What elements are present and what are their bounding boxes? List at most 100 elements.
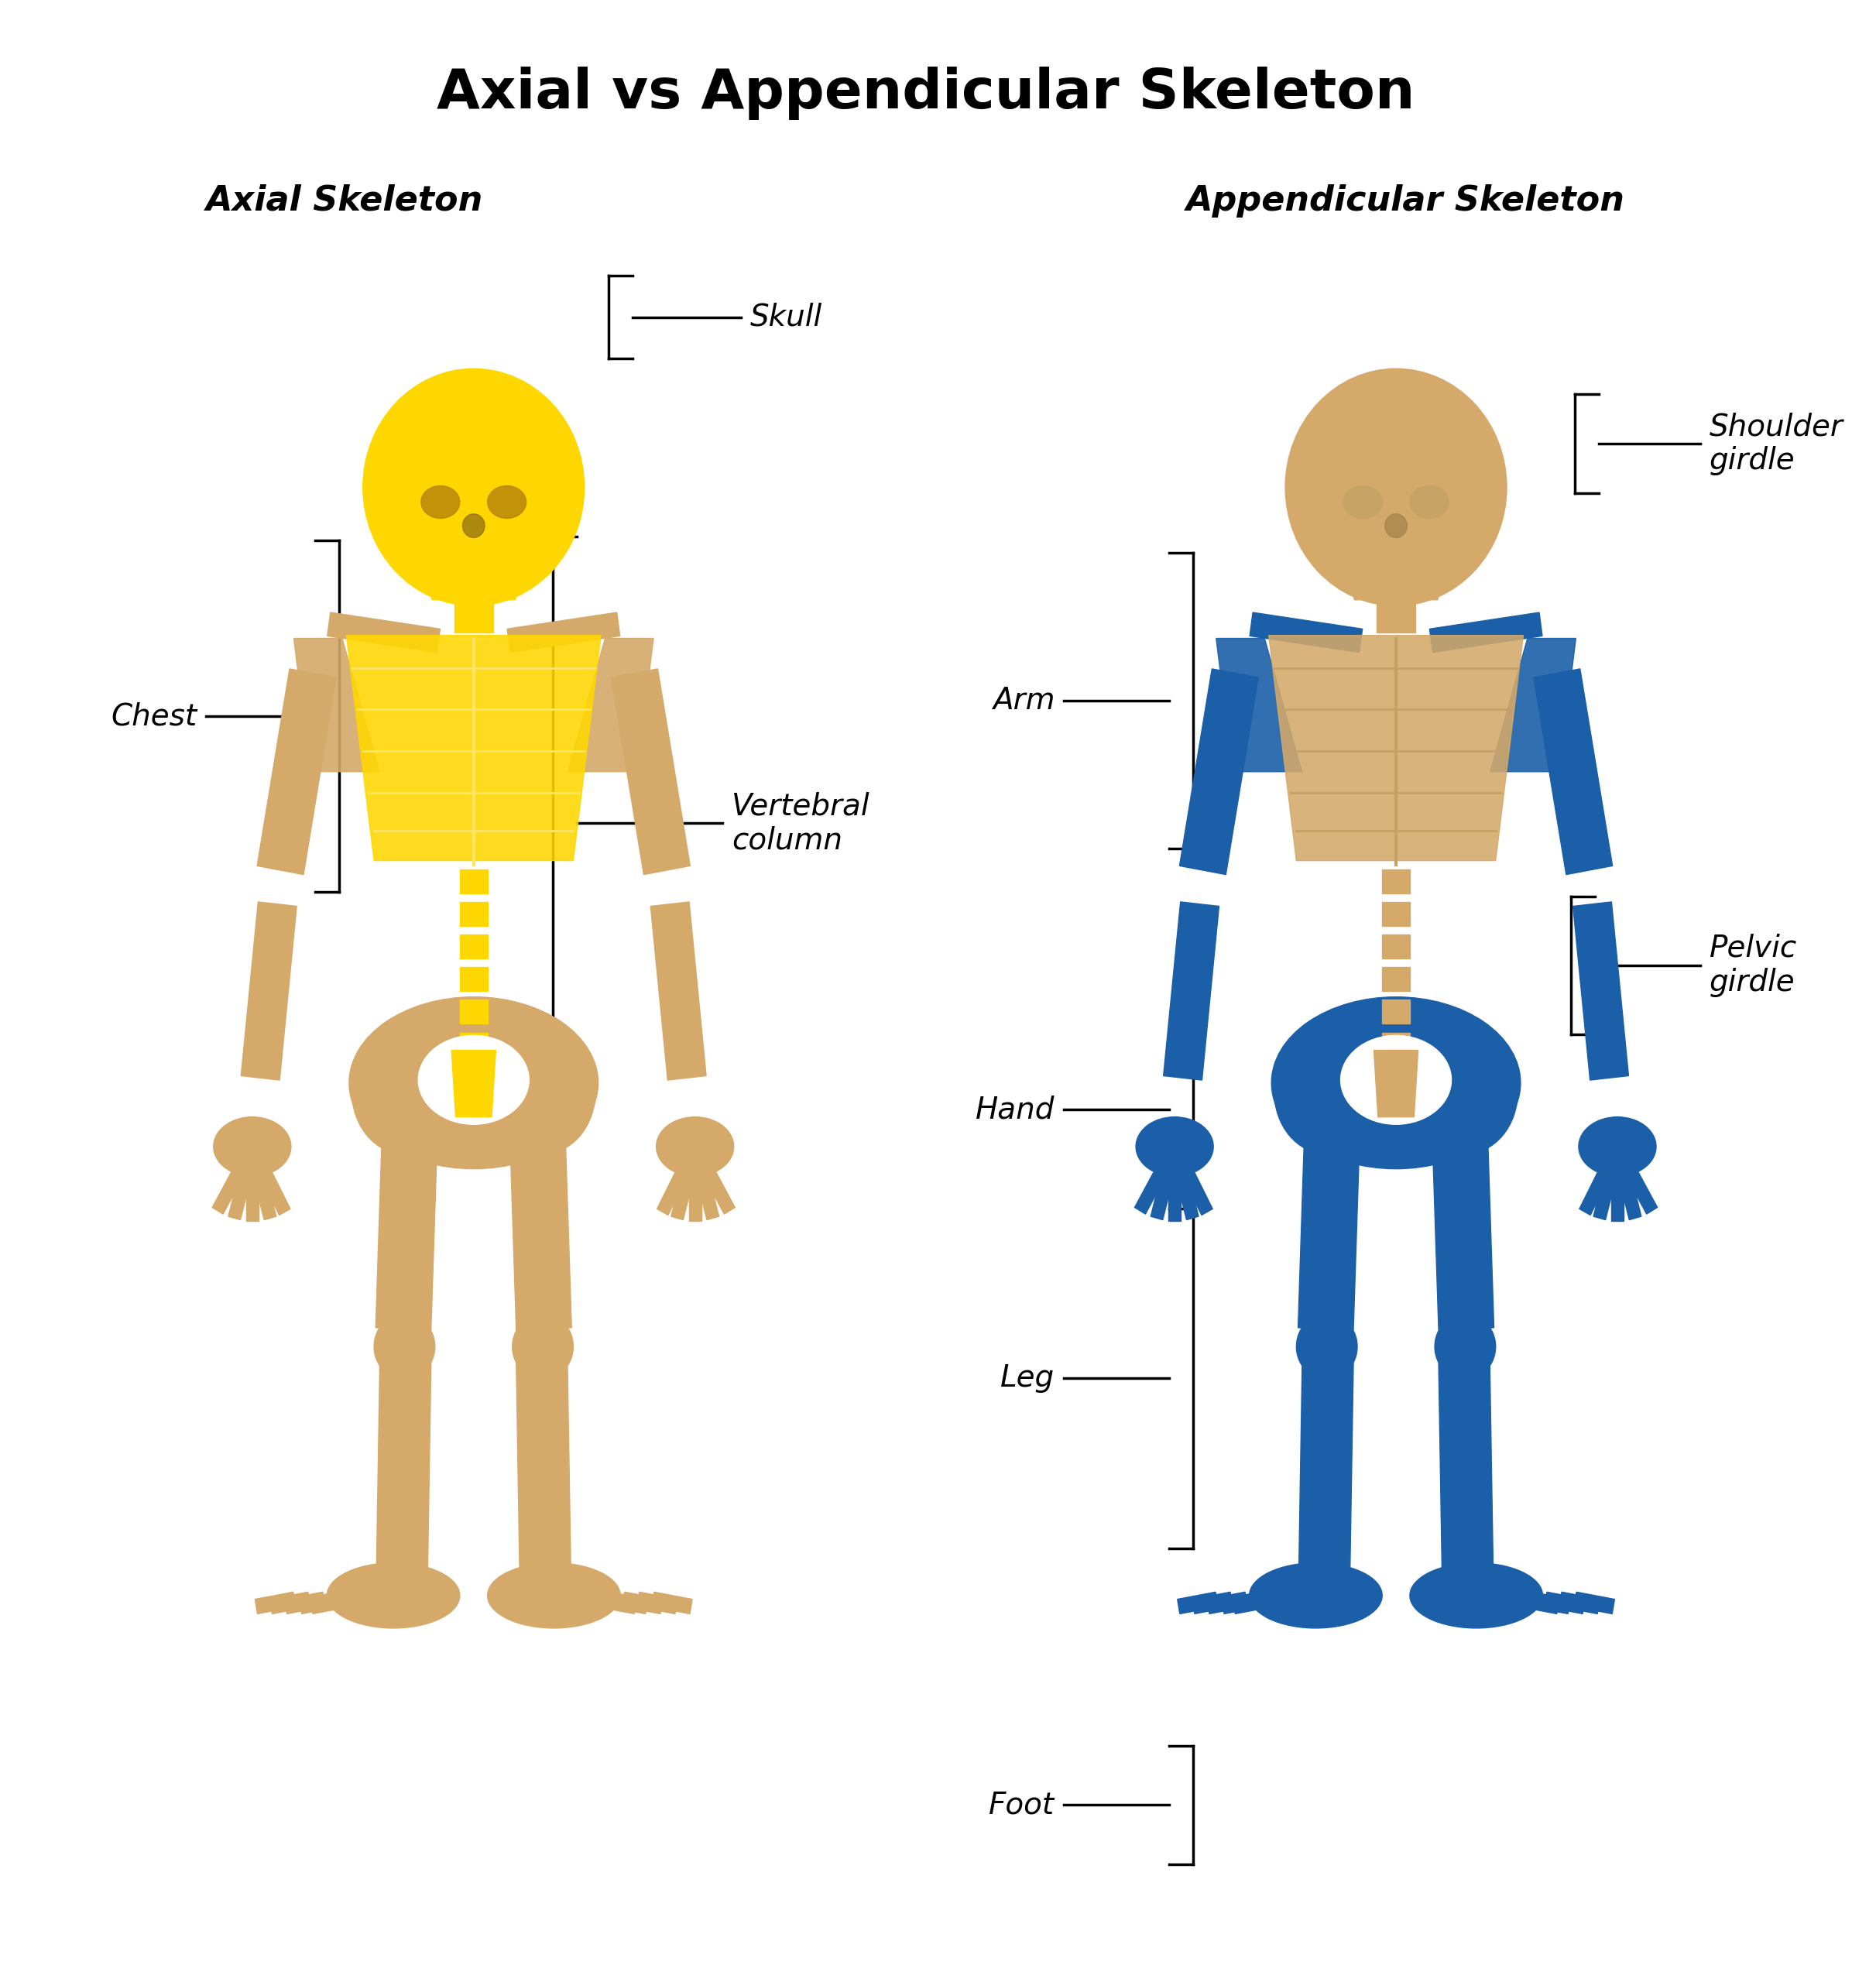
- Polygon shape: [1615, 1159, 1642, 1219]
- Ellipse shape: [1578, 1118, 1657, 1175]
- Polygon shape: [1150, 1159, 1176, 1219]
- Ellipse shape: [488, 486, 525, 519]
- Text: Axial vs Appendicular Skeleton: Axial vs Appendicular Skeleton: [437, 67, 1415, 119]
- Polygon shape: [1572, 902, 1628, 1080]
- Polygon shape: [608, 1592, 647, 1613]
- Text: Arm: Arm: [992, 686, 1054, 716]
- Polygon shape: [460, 1064, 488, 1088]
- Polygon shape: [1529, 1592, 1570, 1613]
- Circle shape: [512, 1314, 574, 1379]
- Polygon shape: [1206, 1592, 1248, 1613]
- Polygon shape: [507, 612, 619, 652]
- Polygon shape: [1544, 1592, 1585, 1613]
- Polygon shape: [1233, 1592, 1274, 1613]
- Polygon shape: [452, 1050, 495, 1118]
- Polygon shape: [1172, 1159, 1199, 1219]
- Polygon shape: [1216, 638, 1302, 771]
- Text: Chest: Chest: [111, 702, 197, 731]
- Text: Appendicular Skeleton: Appendicular Skeleton: [1186, 184, 1625, 218]
- Polygon shape: [651, 902, 705, 1080]
- Polygon shape: [1580, 1157, 1617, 1215]
- Polygon shape: [253, 1157, 291, 1215]
- Polygon shape: [1535, 668, 1613, 874]
- Ellipse shape: [1411, 1564, 1542, 1627]
- Polygon shape: [1383, 1033, 1411, 1056]
- Text: Shoulder
girdle: Shoulder girdle: [1709, 412, 1844, 476]
- Ellipse shape: [1135, 1118, 1214, 1175]
- Ellipse shape: [420, 486, 460, 519]
- Ellipse shape: [418, 1035, 529, 1124]
- Ellipse shape: [1341, 1035, 1452, 1124]
- Ellipse shape: [1411, 486, 1448, 519]
- Polygon shape: [250, 1159, 276, 1219]
- Polygon shape: [257, 668, 336, 874]
- Ellipse shape: [1274, 1029, 1379, 1154]
- Polygon shape: [553, 1358, 570, 1572]
- Polygon shape: [1593, 1159, 1619, 1219]
- Polygon shape: [638, 1592, 677, 1613]
- Polygon shape: [1176, 1157, 1212, 1215]
- Polygon shape: [1298, 1358, 1317, 1572]
- Polygon shape: [1383, 870, 1411, 894]
- Circle shape: [373, 1314, 435, 1379]
- Polygon shape: [460, 902, 488, 926]
- Polygon shape: [1383, 999, 1411, 1023]
- Polygon shape: [460, 870, 488, 894]
- Polygon shape: [377, 1358, 394, 1572]
- Text: Pelvic
girdle: Pelvic girdle: [1709, 934, 1797, 997]
- Circle shape: [1285, 369, 1506, 606]
- Text: Vertebral
column: Vertebral column: [732, 791, 870, 854]
- Polygon shape: [270, 1592, 310, 1613]
- Polygon shape: [1221, 1592, 1263, 1613]
- Polygon shape: [229, 1159, 255, 1219]
- Polygon shape: [454, 601, 493, 632]
- Ellipse shape: [463, 513, 484, 537]
- Polygon shape: [1611, 1161, 1623, 1221]
- Polygon shape: [1383, 936, 1411, 959]
- Polygon shape: [255, 1592, 296, 1613]
- Polygon shape: [1178, 1592, 1218, 1613]
- Polygon shape: [1619, 1156, 1657, 1215]
- Polygon shape: [672, 1159, 698, 1219]
- Polygon shape: [375, 1090, 439, 1330]
- Polygon shape: [1490, 638, 1576, 771]
- Polygon shape: [1341, 549, 1452, 601]
- Polygon shape: [460, 936, 488, 959]
- Text: Axial Skeleton: Axial Skeleton: [206, 184, 484, 218]
- Polygon shape: [242, 902, 296, 1080]
- Polygon shape: [1383, 967, 1411, 991]
- Polygon shape: [1268, 636, 1523, 860]
- Polygon shape: [1383, 1064, 1411, 1088]
- Polygon shape: [1249, 612, 1362, 652]
- Ellipse shape: [214, 1118, 291, 1175]
- Text: Leg: Leg: [1000, 1364, 1054, 1393]
- Circle shape: [1296, 1314, 1356, 1379]
- Polygon shape: [1180, 668, 1259, 874]
- Polygon shape: [688, 1161, 702, 1221]
- Polygon shape: [692, 1159, 719, 1219]
- Polygon shape: [1431, 1090, 1493, 1330]
- Circle shape: [1435, 1314, 1495, 1379]
- Polygon shape: [516, 1354, 565, 1576]
- Ellipse shape: [1413, 1029, 1518, 1154]
- Polygon shape: [657, 1157, 694, 1215]
- Ellipse shape: [488, 1564, 621, 1627]
- Polygon shape: [1135, 1156, 1172, 1215]
- Polygon shape: [383, 1354, 431, 1576]
- Polygon shape: [1439, 1354, 1486, 1576]
- Ellipse shape: [657, 1118, 734, 1175]
- Polygon shape: [1298, 1090, 1362, 1330]
- Polygon shape: [460, 967, 488, 991]
- Ellipse shape: [349, 997, 598, 1169]
- Ellipse shape: [1384, 513, 1407, 537]
- Polygon shape: [1574, 1592, 1615, 1613]
- Ellipse shape: [353, 1029, 458, 1154]
- Ellipse shape: [1343, 486, 1383, 519]
- Polygon shape: [326, 612, 441, 652]
- Polygon shape: [460, 1033, 488, 1056]
- Polygon shape: [310, 1592, 351, 1613]
- Text: Hand: Hand: [976, 1094, 1054, 1124]
- Ellipse shape: [326, 1564, 460, 1627]
- Polygon shape: [1430, 612, 1542, 652]
- Polygon shape: [246, 1161, 259, 1221]
